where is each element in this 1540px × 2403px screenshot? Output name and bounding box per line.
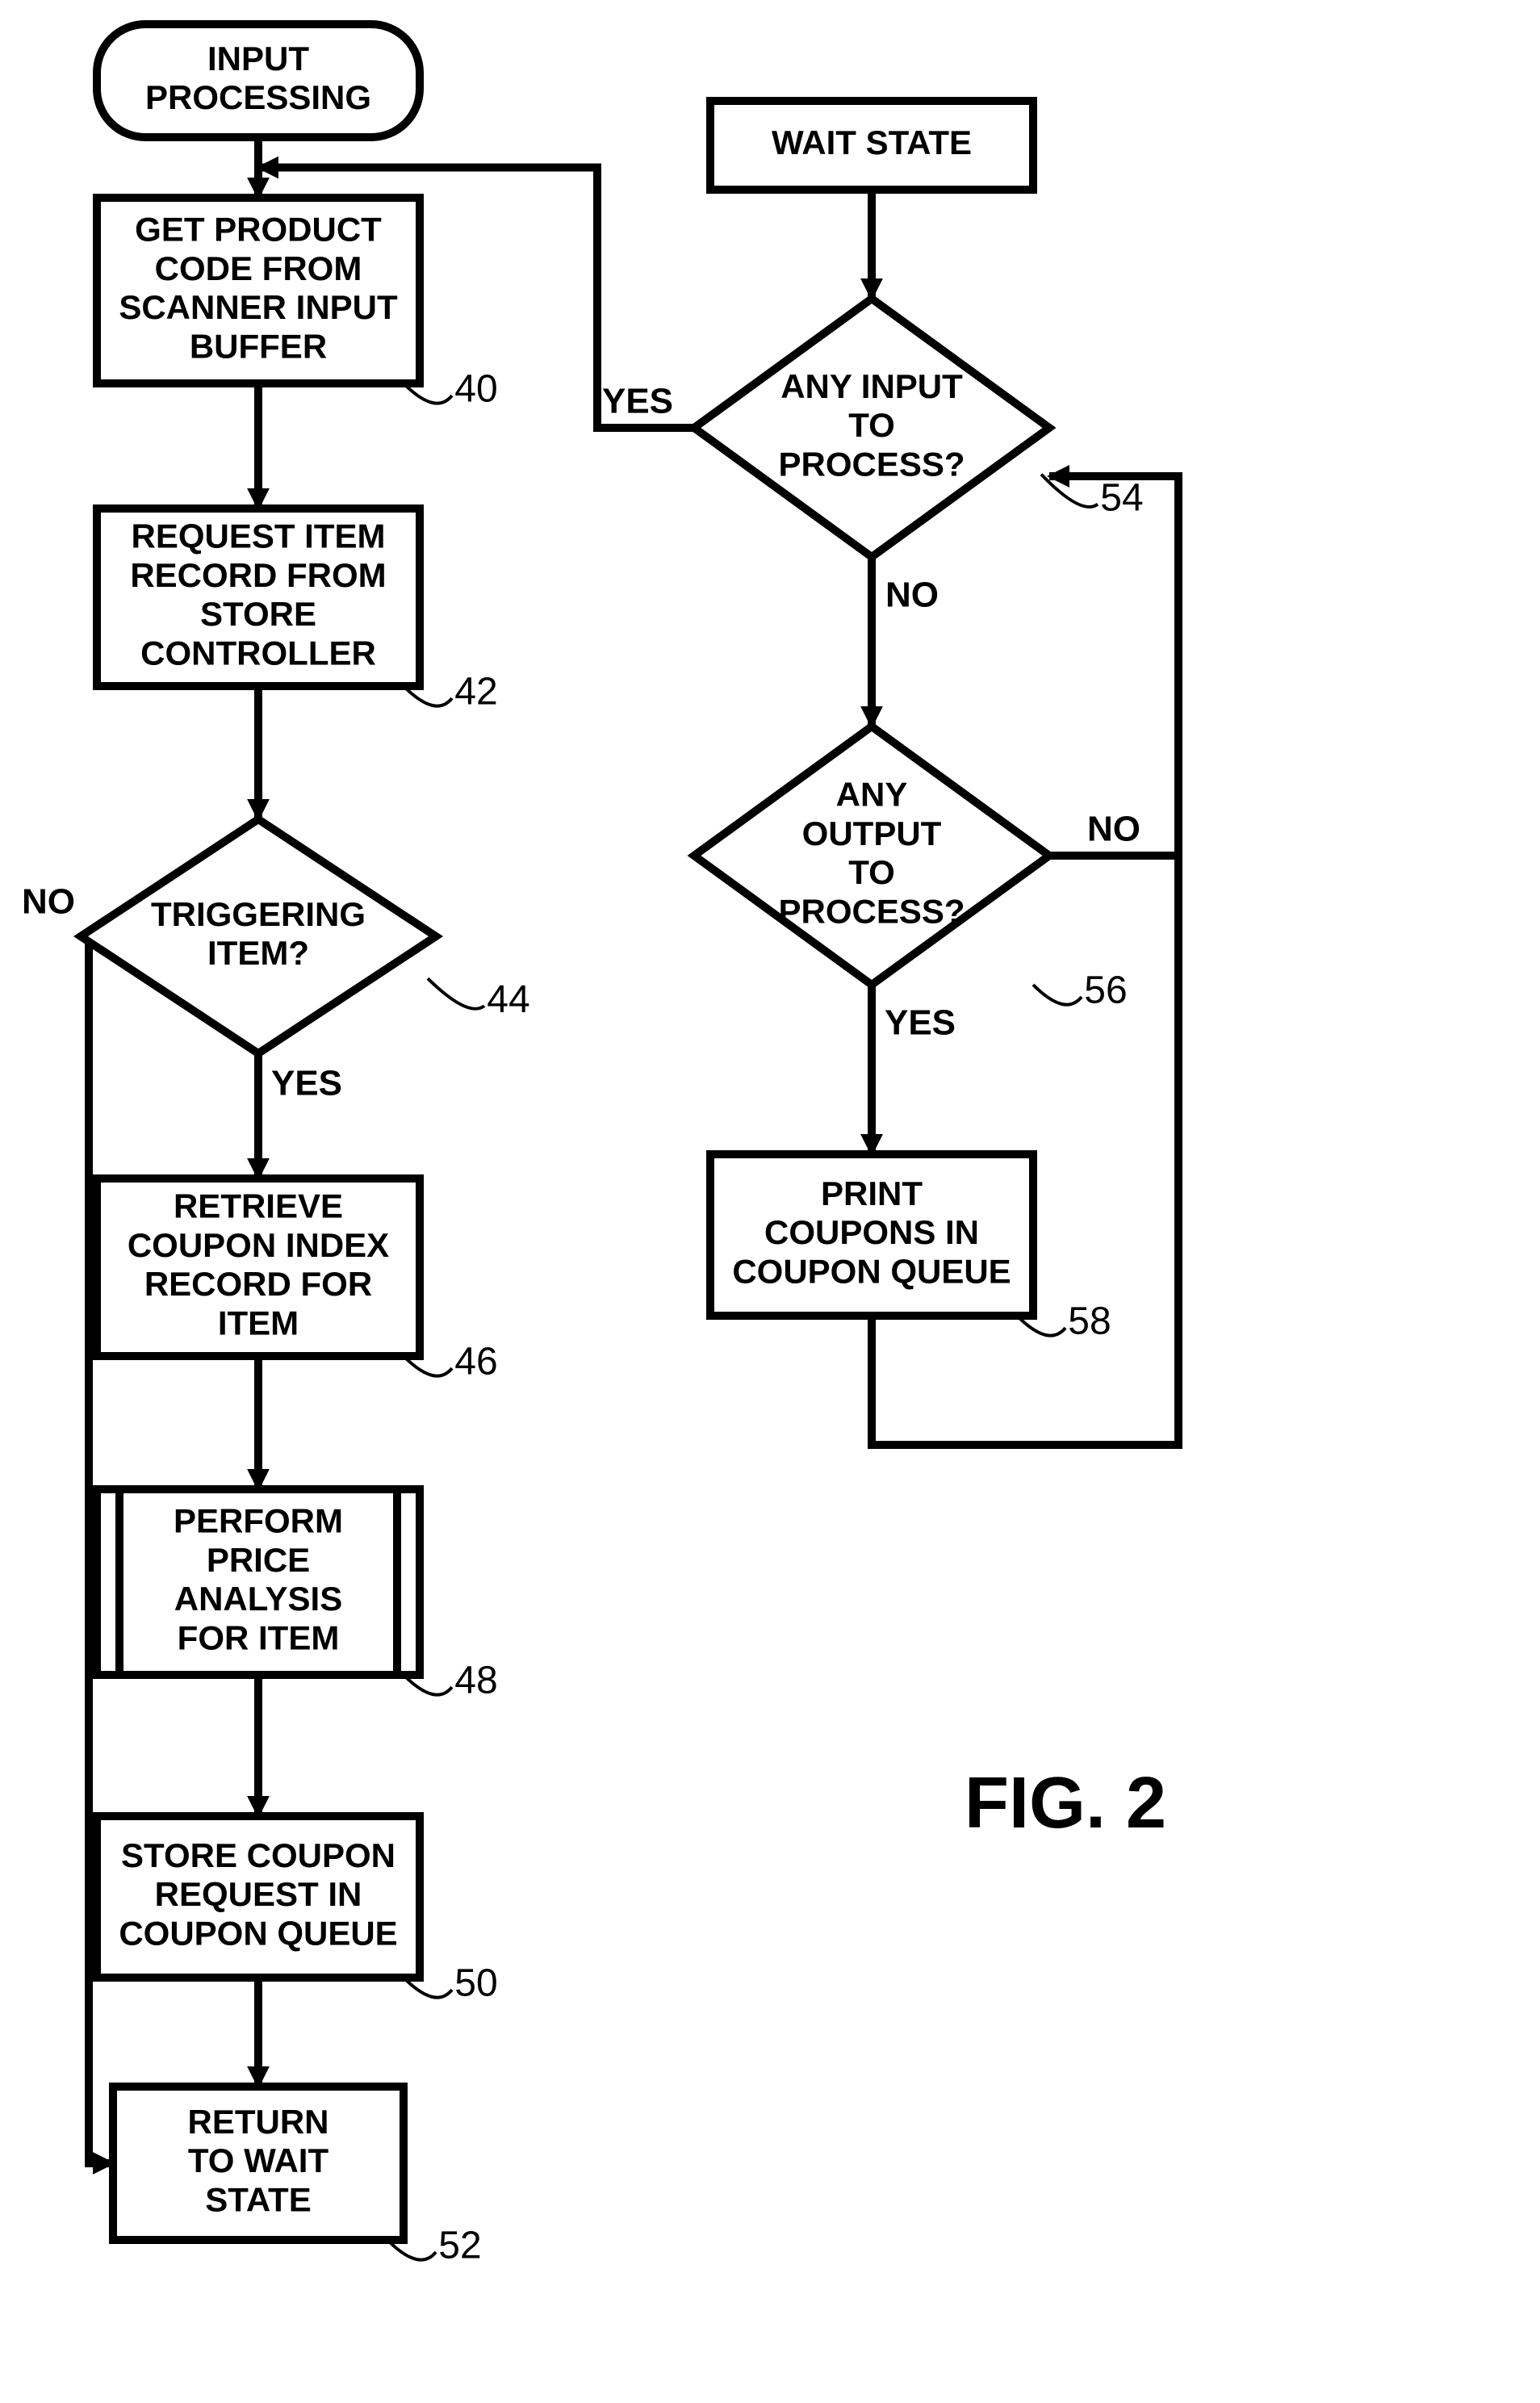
edge-label-yes: YES — [885, 1003, 956, 1043]
node-triggering: TRIGGERINGITEM? 44 — [81, 819, 530, 1053]
node-perform_price: PERFORMPRICEANALYSISFOR ITEM 48 — [97, 1489, 498, 1702]
node-return_wait-line-0: RETURN — [188, 2103, 329, 2141]
edge-label-no: NO — [1087, 810, 1140, 849]
edge-label-yes: YES — [602, 382, 673, 421]
node-any_output-line-3: PROCESS? — [778, 893, 965, 931]
node-store_coupon-line-1: REQUEST IN — [155, 1875, 362, 1913]
node-input_processing-line-1: PROCESSING — [145, 78, 371, 116]
node-any_output: ANYOUTPUTTOPROCESS? 56 — [694, 726, 1128, 1012]
node-triggering-line-1: ITEM? — [207, 934, 309, 972]
node-return_wait-line-1: TO WAIT — [188, 2141, 329, 2179]
nodes-layer: INPUTPROCESSING GET PRODUCTCODE FROMSCANN… — [81, 24, 1144, 2267]
node-any_input: ANY INPUTTOPROCESS? 54 — [694, 299, 1144, 557]
node-request_item-line-1: RECORD FROM — [130, 556, 386, 594]
node-retrieve_coupon-line-0: RETRIEVE — [174, 1187, 343, 1225]
node-request_item-line-2: STORE — [200, 595, 316, 633]
node-get_product-line-0: GET PRODUCT — [135, 211, 382, 249]
node-perform_price-line-1: PRICE — [207, 1541, 310, 1579]
node-print_coupons-line-0: PRINT — [821, 1174, 923, 1212]
ref-52: 52 — [438, 2225, 481, 2267]
node-print_coupons-line-2: COUPON QUEUE — [732, 1252, 1011, 1290]
node-retrieve_coupon-line-1: COUPON INDEX — [128, 1226, 389, 1264]
ref-56: 56 — [1084, 969, 1127, 1012]
node-retrieve_coupon-line-2: RECORD FOR — [144, 1265, 372, 1303]
ref-58: 58 — [1068, 1300, 1111, 1343]
node-get_product: GET PRODUCTCODE FROMSCANNER INPUTBUFFER 4… — [97, 198, 498, 411]
node-triggering-line-0: TRIGGERING — [151, 895, 366, 933]
node-get_product-line-3: BUFFER — [190, 328, 327, 366]
edge-label-yes: YES — [271, 1064, 342, 1103]
edge-label-no: NO — [22, 882, 75, 922]
node-any_input-line-0: ANY INPUT — [780, 367, 963, 405]
ref-48: 48 — [454, 1660, 497, 1702]
figure-label: FIG. 2 — [965, 1763, 1166, 1844]
ref-54: 54 — [1100, 476, 1143, 519]
node-any_output-line-0: ANY — [836, 776, 908, 814]
node-store_coupon: STORE COUPONREQUEST INCOUPON QUEUE 50 — [97, 1816, 498, 2005]
ref-42: 42 — [454, 671, 497, 714]
node-return_wait-line-2: STATE — [205, 2180, 311, 2218]
ref-44: 44 — [487, 978, 529, 1021]
node-perform_price-line-2: ANALYSIS — [174, 1580, 343, 1618]
node-return_wait: RETURNTO WAITSTATE 52 — [113, 2087, 482, 2267]
node-request_item: REQUEST ITEMRECORD FROMSTORECONTROLLER 42 — [97, 509, 498, 714]
node-request_item-line-3: CONTROLLER — [140, 634, 376, 672]
node-input_processing: INPUTPROCESSING — [97, 24, 420, 137]
ref-40: 40 — [454, 368, 497, 411]
ref-46: 46 — [454, 1341, 497, 1384]
node-perform_price-line-0: PERFORM — [174, 1502, 343, 1540]
node-input_processing-line-0: INPUT — [207, 40, 309, 77]
node-request_item-line-0: REQUEST ITEM — [131, 517, 385, 555]
node-any_output-line-1: OUTPUT — [802, 814, 942, 852]
node-any_input-line-2: PROCESS? — [778, 445, 965, 483]
node-retrieve_coupon: RETRIEVECOUPON INDEXRECORD FORITEM 46 — [97, 1178, 498, 1384]
ref-50: 50 — [454, 1962, 497, 2005]
node-any_output-line-2: TO — [848, 853, 895, 891]
node-wait_state-line-0: WAIT STATE — [772, 123, 972, 161]
edge-any_output-to-any_input — [1049, 476, 1178, 856]
node-print_coupons: PRINTCOUPONS INCOUPON QUEUE 58 — [710, 1154, 1111, 1343]
node-wait_state: WAIT STATE — [710, 101, 1033, 190]
node-any_input-line-1: TO — [848, 406, 895, 444]
node-store_coupon-line-0: STORE COUPON — [121, 1836, 395, 1874]
flowchart-canvas: YES NO YES NO YES NO INPUTPROCESSING GET PRODUC… — [0, 0, 1540, 2403]
node-get_product-line-2: SCANNER INPUT — [119, 288, 398, 326]
node-retrieve_coupon-line-3: ITEM — [218, 1304, 299, 1342]
node-perform_price-line-3: FOR ITEM — [178, 1619, 340, 1657]
node-print_coupons-line-1: COUPONS IN — [764, 1213, 979, 1251]
node-store_coupon-line-2: COUPON QUEUE — [119, 1914, 397, 1952]
node-get_product-line-1: CODE FROM — [155, 249, 362, 287]
edge-label-no: NO — [885, 576, 939, 615]
